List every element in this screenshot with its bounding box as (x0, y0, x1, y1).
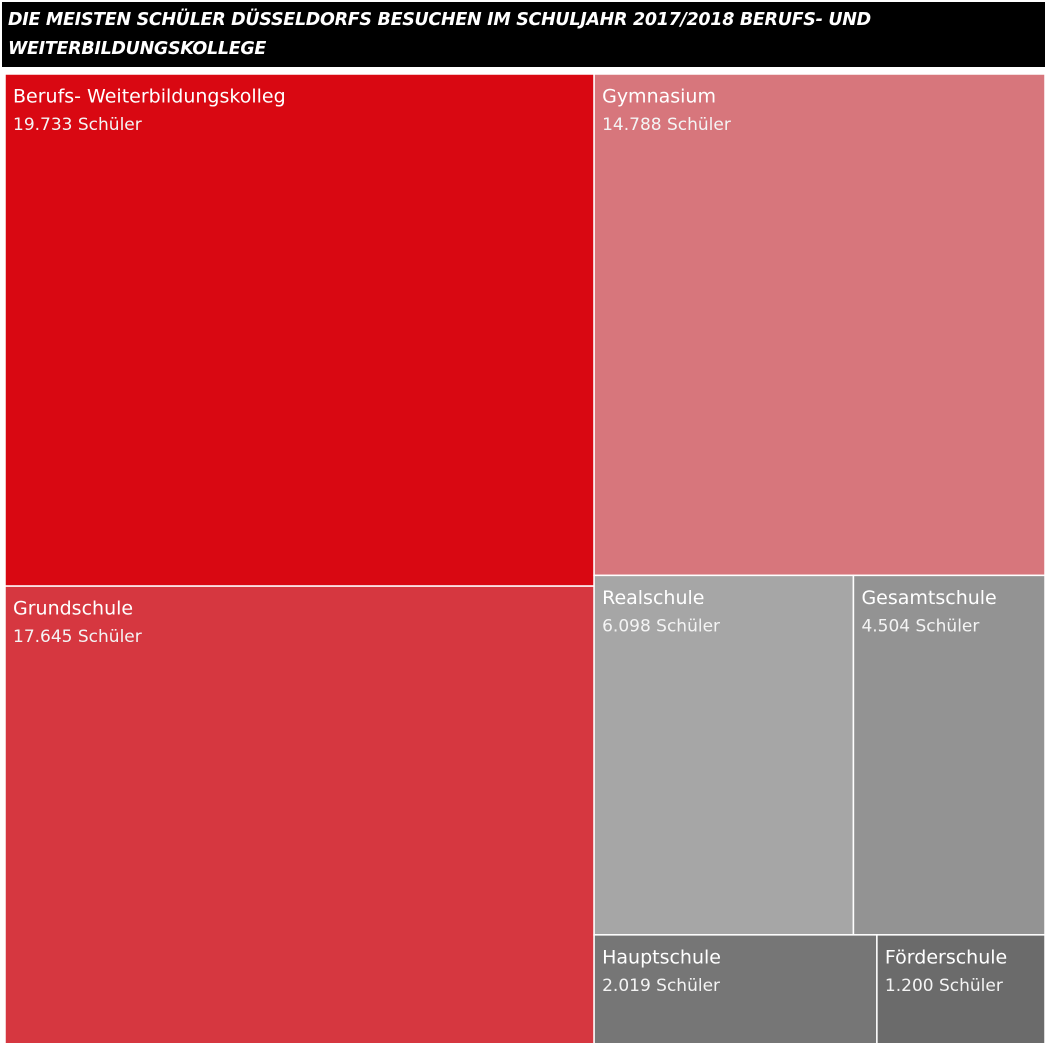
cell-value-label: 2.019 Schüler (602, 976, 720, 996)
treemap-cell (593, 934, 878, 1043)
cell-value-label: 6.098 Schüler (602, 616, 720, 636)
cell-value-label: 1.200 Schüler (885, 976, 1003, 996)
treemap-cell (876, 934, 1046, 1043)
treemap-cell (4, 585, 595, 1043)
cell-label: Hauptschule (602, 946, 721, 968)
cell-label: Berufs- Weiterbildungskolleg (13, 86, 286, 108)
chart-title: DIE MEISTEN SCHÜLER DÜSSELDORFS BESUCHEN… (2, 2, 1045, 67)
cell-label: Gymnasium (602, 86, 716, 108)
cell-label: Gesamtschule (861, 587, 996, 609)
cell-label: Realschule (602, 587, 704, 609)
treemap-cell (593, 574, 855, 936)
cell-value-label: 14.788 Schüler (602, 115, 731, 135)
treemap-cell (4, 73, 595, 587)
cell-label: Förderschule (885, 946, 1007, 968)
cell-value-label: 17.645 Schüler (13, 627, 142, 647)
cell-label: Grundschule (13, 598, 133, 620)
treemap-cell (593, 73, 1046, 577)
cell-value-label: 4.504 Schüler (861, 616, 979, 636)
treemap-cell (852, 574, 1046, 936)
cell-value-label: 19.733 Schüler (13, 115, 142, 135)
